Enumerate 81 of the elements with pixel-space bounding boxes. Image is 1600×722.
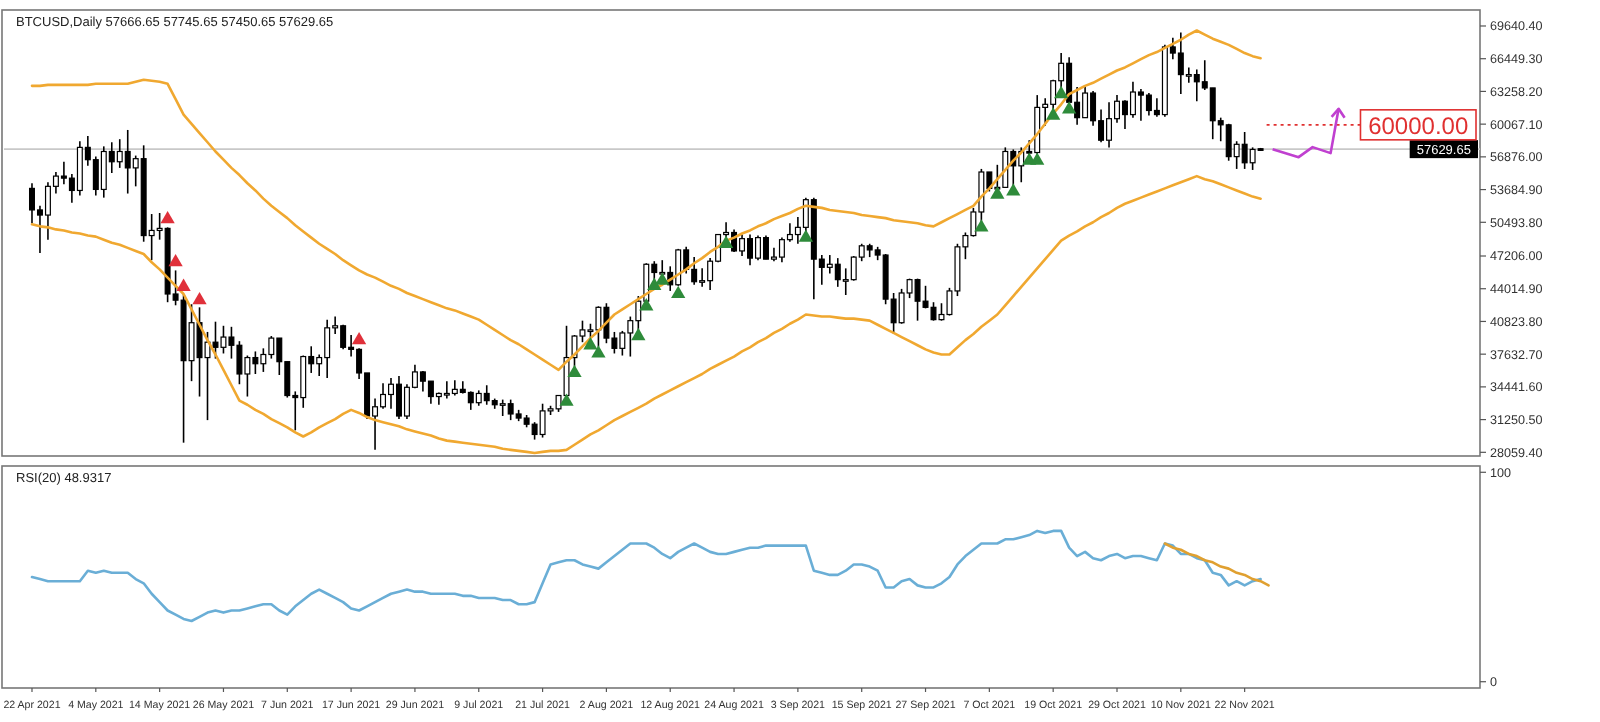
- candlestick: [29, 182, 35, 225]
- candlestick: [778, 236, 785, 264]
- point: [1046, 107, 1061, 120]
- candlestick: [388, 377, 394, 410]
- point: [591, 345, 606, 358]
- candlestick: [755, 234, 761, 261]
- point: [160, 210, 175, 224]
- candlestick: [691, 256, 698, 286]
- candlestick: [395, 375, 402, 420]
- candlestick: [92, 155, 99, 197]
- candlestick: [930, 301, 937, 322]
- point: [176, 278, 191, 291]
- candlestick: [324, 318, 331, 379]
- candlestick: [188, 303, 195, 382]
- candlestick: [539, 402, 546, 439]
- candlestick: [1145, 92, 1152, 117]
- line-series: [1163, 542, 1270, 587]
- candlestick: [914, 277, 921, 322]
- candlestick: [268, 335, 275, 360]
- point: [559, 393, 574, 406]
- point: [1006, 183, 1021, 196]
- candlestick: [443, 380, 450, 400]
- ref-line-label: 60000.00: [1368, 111, 1469, 140]
- candlestick: [467, 390, 474, 411]
- candlestick: [1241, 131, 1248, 170]
- candlestick: [252, 350, 259, 375]
- candlestick: [834, 257, 841, 288]
- candlestick: [212, 320, 219, 360]
- point: [583, 337, 598, 350]
- candlestick: [483, 384, 490, 406]
- point: [351, 331, 367, 345]
- point: [168, 253, 183, 267]
- candlestick: [571, 334, 578, 368]
- line-series: [30, 174, 1262, 455]
- candlestick: [762, 234, 769, 260]
- point: [647, 277, 662, 290]
- line-series: [30, 529, 1262, 623]
- point: [671, 285, 686, 299]
- candlestick: [1002, 146, 1009, 189]
- candlestick: [44, 181, 51, 241]
- point: [1030, 152, 1045, 165]
- candlestick: [1137, 88, 1144, 122]
- candlestick: [116, 138, 123, 169]
- candlestick: [1034, 94, 1041, 158]
- candlestick: [220, 324, 227, 355]
- point: [567, 364, 582, 378]
- candlestick: [100, 145, 107, 199]
- candlestick: [1082, 86, 1089, 119]
- candlestick: [1106, 101, 1113, 149]
- candlestick: [1193, 68, 1200, 103]
- candlestick: [595, 305, 602, 349]
- point: [798, 229, 813, 242]
- point: [990, 186, 1005, 199]
- candlestick: [603, 302, 610, 345]
- candlestick: [1209, 87, 1216, 140]
- candlestick: [300, 354, 307, 409]
- point: [1054, 85, 1069, 99]
- candlestick: [124, 129, 131, 195]
- candlestick: [1129, 80, 1136, 119]
- candlestick: [196, 306, 203, 398]
- point: [639, 298, 654, 311]
- point: [655, 272, 670, 285]
- candlestick: [1225, 123, 1232, 162]
- point: [631, 327, 646, 341]
- point: [1062, 101, 1077, 114]
- candlestick: [507, 398, 514, 421]
- candlestick: [380, 382, 387, 410]
- point: [718, 235, 734, 248]
- candlestick: [739, 233, 746, 257]
- point: [192, 291, 207, 305]
- candlestick: [1177, 31, 1184, 95]
- candlestick: [747, 233, 753, 267]
- candlestick: [60, 160, 67, 186]
- candlestick: [699, 267, 706, 288]
- candlestick: [826, 254, 833, 275]
- candlestick: [1121, 99, 1128, 130]
- candlestick: [340, 323, 347, 351]
- candlestick: [236, 340, 243, 386]
- point: [974, 219, 989, 232]
- candlestick: [76, 140, 83, 197]
- candlestick: [1249, 146, 1256, 171]
